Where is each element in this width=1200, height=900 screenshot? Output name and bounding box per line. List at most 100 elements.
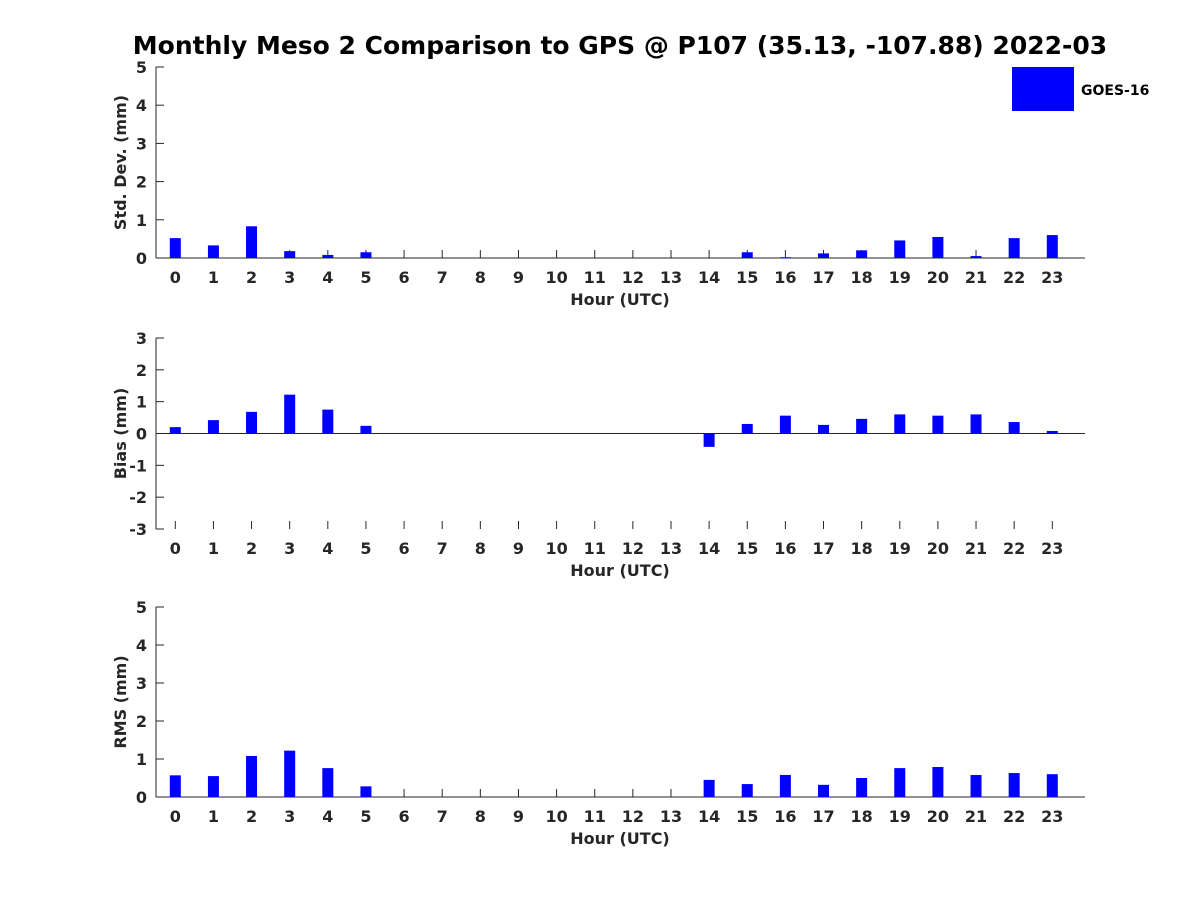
bar-23 [1046, 430, 1058, 434]
y-tick-label: 5 [136, 58, 147, 77]
bar-17 [818, 424, 830, 434]
x-tick-label: 11 [584, 268, 606, 287]
x-tick-label: 22 [1003, 268, 1025, 287]
x-tick-label: 21 [965, 807, 987, 826]
legend: GOES-16 [1012, 67, 1149, 111]
x-tick-label: 3 [284, 807, 295, 826]
bar-1 [207, 245, 219, 258]
y-tick-label: 2 [136, 173, 147, 192]
bar-3 [284, 750, 296, 797]
x-tick-label: 6 [399, 539, 410, 558]
bar-4 [322, 409, 334, 434]
x-tick-label: 23 [1041, 539, 1063, 558]
bar-19 [894, 414, 906, 434]
y-axis-label: Bias (mm) [111, 388, 130, 480]
x-tick-label: 9 [513, 539, 524, 558]
x-tick-label: 11 [584, 807, 606, 826]
x-tick-label: 12 [622, 807, 644, 826]
x-tick-label: 18 [851, 268, 873, 287]
x-tick-label: 16 [774, 807, 796, 826]
x-tick-label: 1 [208, 807, 219, 826]
bar-17 [818, 784, 830, 797]
x-tick-label: 22 [1003, 539, 1025, 558]
x-tick-label: 12 [622, 268, 644, 287]
bar-1 [207, 420, 219, 434]
bar-2 [246, 226, 258, 258]
x-tick-label: 17 [812, 268, 834, 287]
x-tick-label: 11 [584, 539, 606, 558]
bar-22 [1008, 773, 1020, 797]
y-tick-label: 0 [136, 788, 147, 807]
x-tick-label: 16 [774, 539, 796, 558]
x-tick-label: 14 [698, 539, 720, 558]
x-tick-label: 13 [660, 539, 682, 558]
bar-22 [1008, 238, 1020, 258]
x-tick-label: 5 [360, 539, 371, 558]
y-tick-label: 0 [136, 425, 147, 444]
x-tick-label: 19 [889, 807, 911, 826]
chart-title: Monthly Meso 2 Comparison to GPS @ P107 … [133, 31, 1107, 60]
bar-20 [932, 766, 944, 797]
bar-2 [246, 755, 258, 797]
x-tick-label: 13 [660, 807, 682, 826]
x-tick-label: 19 [889, 268, 911, 287]
x-tick-label: 20 [927, 539, 949, 558]
x-tick-label: 6 [399, 268, 410, 287]
x-tick-label: 1 [208, 268, 219, 287]
x-tick-label: 5 [360, 807, 371, 826]
bar-19 [894, 240, 906, 258]
bar-16 [779, 257, 791, 259]
x-tick-label: 3 [284, 268, 295, 287]
bar-3 [284, 251, 296, 258]
x-tick-label: 20 [927, 268, 949, 287]
x-tick-label: 21 [965, 268, 987, 287]
x-tick-label: 16 [774, 268, 796, 287]
x-tick-label: 23 [1041, 268, 1063, 287]
x-tick-label: 7 [437, 268, 448, 287]
bar-16 [779, 774, 791, 797]
x-tick-label: 4 [322, 807, 333, 826]
x-axis-label: Hour (UTC) [570, 561, 670, 580]
x-tick-label: 15 [736, 539, 758, 558]
bar-14 [703, 433, 715, 447]
x-tick-label: 7 [437, 807, 448, 826]
bar-4 [322, 254, 334, 258]
bar-2 [246, 411, 258, 434]
x-tick-label: 10 [545, 807, 567, 826]
x-axis-label: Hour (UTC) [570, 290, 670, 309]
legend-label: GOES-16 [1081, 83, 1149, 99]
x-tick-label: 2 [246, 807, 257, 826]
x-tick-label: 13 [660, 268, 682, 287]
bar-15 [741, 423, 753, 434]
x-tick-label: 17 [812, 807, 834, 826]
x-axis-label: Hour (UTC) [570, 829, 670, 848]
x-tick-label: 0 [170, 268, 181, 287]
bar-21 [970, 414, 982, 434]
bar-23 [1046, 774, 1058, 797]
y-tick-label: 4 [136, 96, 147, 115]
x-tick-label: 14 [698, 268, 720, 287]
x-tick-label: 21 [965, 539, 987, 558]
y-tick-label: 2 [136, 712, 147, 731]
x-tick-label: 8 [475, 807, 486, 826]
bar-18 [856, 778, 868, 797]
bar-15 [741, 252, 753, 258]
y-tick-label: 4 [136, 636, 147, 655]
y-tick-label: -1 [129, 456, 147, 475]
bar-18 [856, 418, 868, 434]
x-tick-label: 2 [246, 539, 257, 558]
y-tick-label: 3 [136, 134, 147, 153]
y-tick-label: 1 [136, 211, 147, 230]
y-tick-label: 2 [136, 361, 147, 380]
x-tick-label: 15 [736, 807, 758, 826]
x-tick-label: 22 [1003, 807, 1025, 826]
bar-21 [970, 256, 982, 258]
bar-23 [1046, 235, 1058, 258]
y-axis-label: RMS (mm) [111, 655, 130, 748]
bar-21 [970, 774, 982, 797]
x-tick-label: 4 [322, 268, 333, 287]
